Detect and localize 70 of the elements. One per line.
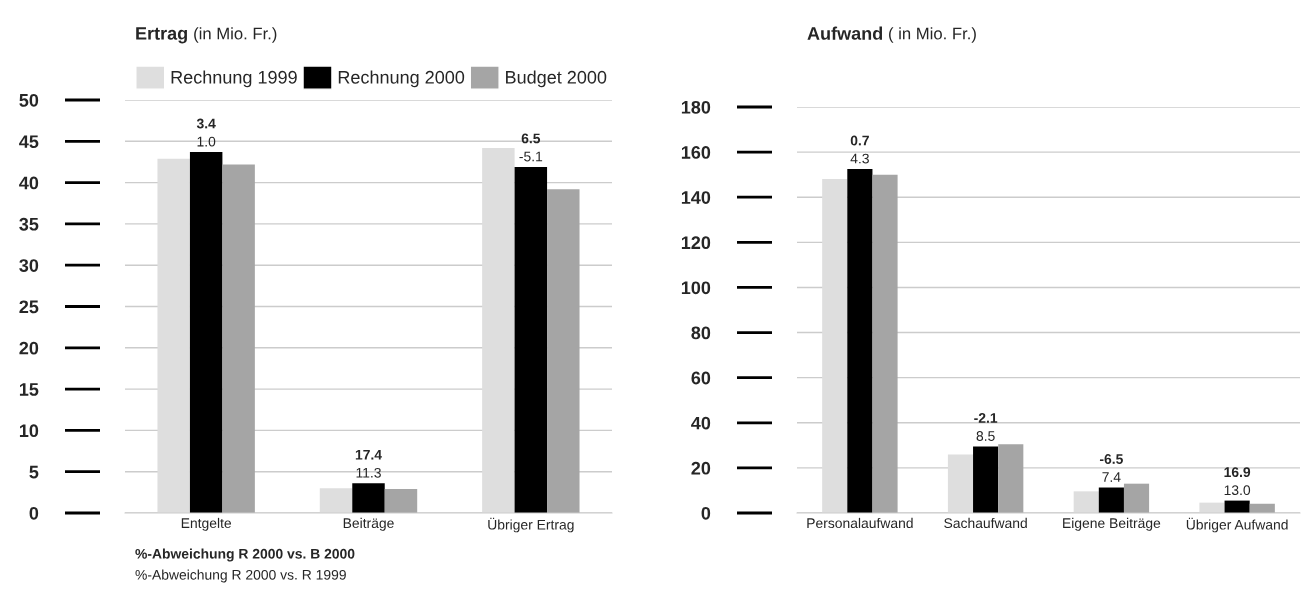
bar [1098,487,1124,513]
y-tick-label: 20 [19,341,39,355]
x-tick-label: Eigene Beiträge [1063,517,1161,531]
y-tick-label: 5 [29,465,39,479]
bar [1073,491,1099,513]
y-tick-label: 0 [29,506,39,520]
y-tick-label: 160 [681,146,711,159]
x-tick-label: Übriger Aufwand [1186,517,1288,533]
y-tick-label: 0 [701,506,711,520]
annotation: 8.5 [976,431,995,441]
legend-label: Rechnung 2000 [338,70,465,88]
annotation: 7.4 [1102,472,1121,482]
annotation: 1.0 [197,136,216,147]
bar [514,166,548,513]
annotation: 16.9 [1224,467,1251,478]
y-tick-label: 10 [19,424,39,438]
chart-subtitle: ( in Mio. Fr.) [889,27,976,43]
annotation: 4.3 [850,153,869,164]
annotation: 13.0 [1224,485,1251,496]
text: %-Abweichung R 2000 vs. B 2000 [135,548,355,562]
bar [822,178,848,513]
annotation: 6.5 [521,133,541,144]
bar [1123,483,1150,513]
bar [222,164,255,513]
y-tick-label: 45 [19,135,39,149]
bar [352,483,385,513]
bar [847,169,873,513]
x-tick-label: Beiträge [343,517,394,531]
x-tick-label: Sachaufwand [944,517,1027,529]
bar [872,174,898,513]
y-tick-label: 35 [19,217,39,231]
annotation: 0.7 [850,135,869,146]
annotation: 17.4 [355,449,382,460]
bar [973,446,999,513]
text: %-Abweichung R 2000 vs. R 1999 [135,569,346,583]
chart-title: Aufwand [807,26,883,40]
annotation: -5.1 [519,151,543,162]
y-tick-label: 140 [681,191,711,204]
chart-title: Ertrag [136,27,187,44]
bar [384,489,418,513]
bar [157,158,190,513]
x-tick-label: Entgelte [181,517,232,531]
legend-label: Budget 2000 [506,70,607,88]
y-tick-label: 40 [19,176,39,190]
y-tick-label: 80 [691,326,711,340]
bar [947,454,974,513]
y-tick-label: 180 [681,100,711,114]
y-tick-label: 25 [19,300,39,314]
chart-subtitle: (in Mio. Fr.) [194,27,277,43]
bar [547,189,580,513]
y-tick-label: 120 [681,236,711,250]
bar [998,444,1024,513]
y-tick-label: 20 [691,461,711,475]
bar [1199,502,1225,513]
y-tick-label: 60 [691,371,711,385]
y-tick-label: 15 [19,383,39,396]
bar [319,488,353,513]
bar [189,152,223,513]
annotation: 3.4 [196,118,216,129]
annotation: -2.1 [974,413,998,423]
x-tick-label: Übriger Ertrag [488,517,574,533]
x-tick-label: Personalaufwand [807,517,913,529]
y-tick-label: 40 [691,416,711,430]
bar [482,147,515,513]
y-tick-label: 100 [681,281,711,295]
y-tick-label: 30 [19,259,39,272]
annotation: 11.3 [356,467,381,478]
legend-label: Rechnung 1999 [171,70,297,88]
y-tick-label: 50 [19,93,39,107]
annotation: -6.5 [1099,454,1123,464]
